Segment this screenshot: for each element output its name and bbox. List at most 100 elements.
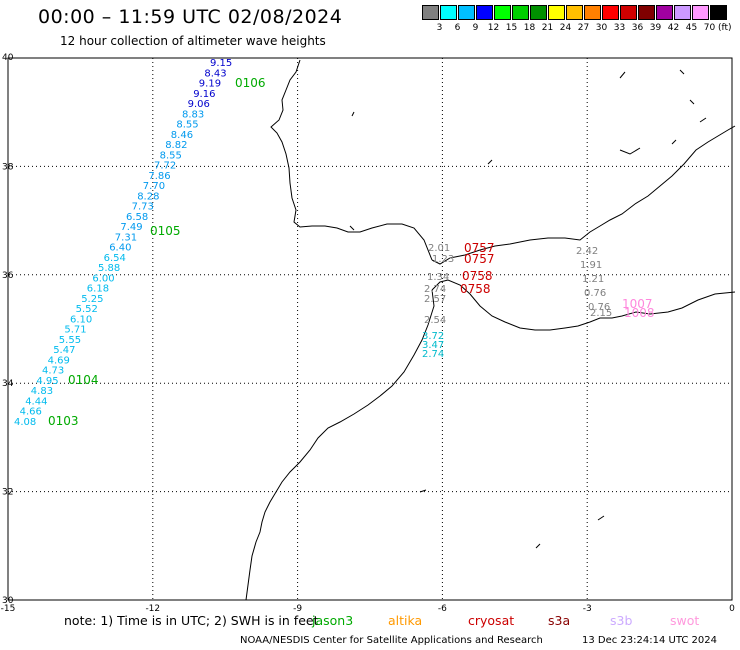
legend-label: 42 — [667, 23, 680, 33]
lat-tick-label: 32 — [2, 488, 13, 498]
swot-swh-value: 2.42 — [576, 246, 598, 257]
jason3-swh-value: 6.54 — [104, 253, 126, 264]
swot-swh-value: 2.15 — [590, 308, 612, 319]
map-frame — [7, 57, 733, 601]
jason3-swh-value: 4.83 — [31, 386, 53, 397]
legend-swatch — [512, 5, 529, 20]
jason3-swh-value: 6.10 — [70, 314, 92, 325]
jason3-time-label: 0104 — [68, 373, 99, 387]
legend-swatch — [692, 5, 709, 20]
legend-label: 12 — [487, 23, 500, 33]
jason3-swh-value: 4.44 — [25, 396, 47, 407]
jason3-swh-value: 9.16 — [193, 89, 215, 100]
cryosat-swh-value: 2.74 — [422, 349, 444, 360]
jason3-swh-value: 9.15 — [210, 58, 232, 69]
lat-tick-label: 40 — [2, 53, 14, 63]
legend-label: 30 — [595, 23, 608, 33]
cryosat-swh-value: 3.47 — [422, 340, 444, 351]
swot-swh-value: 1.21 — [582, 274, 604, 285]
cryosat-swh-value: 1.23 — [432, 254, 454, 265]
page-title: 00:00 – 11:59 UTC 02/08/2024 — [38, 6, 343, 28]
jason3-swh-value: 7.49 — [120, 222, 142, 233]
jason3-swh-value: 8.82 — [165, 140, 187, 151]
generated-timestamp: 13 Dec 23:24:14 UTC 2024 — [582, 635, 717, 646]
legend-swatch — [584, 5, 601, 20]
jason3-swh-value: 6.00 — [92, 273, 114, 284]
swot-swh-value: 0.76 — [584, 288, 606, 299]
cryosat-track: 2.011.231.342.742.572.543.723.472.740757… — [422, 241, 495, 360]
legend-swatch — [602, 5, 619, 20]
page-subtitle: 12 hour collection of altimeter wave hei… — [60, 34, 326, 48]
lon-tick-label: -9 — [293, 604, 302, 614]
legend-label: 6 — [454, 23, 461, 33]
cryosat-swh-value: 2.74 — [424, 284, 446, 295]
cryosat-time-label: 0758 — [460, 282, 491, 296]
lat-tick-label: 30 — [2, 596, 14, 606]
legend-swatch — [458, 5, 475, 20]
jason3-swh-value: 5.88 — [98, 263, 120, 274]
legend-label: 39 — [649, 23, 662, 33]
legend-swatch — [440, 5, 457, 20]
cryosat-time-label: 0757 — [464, 241, 495, 255]
jason3-swh-value: 5.71 — [64, 325, 86, 336]
jason3-track: 9.158.439.199.169.068.838.558.468.828.55… — [14, 58, 266, 428]
color-scale-legend: 3 6 9 12 15 18 21 24 27 30 33 36 39 42 45 70 (ft) — [422, 5, 732, 37]
cryosat-swh-value: 2.01 — [428, 243, 450, 254]
coastline — [245, 59, 736, 601]
lat-tick-label: 38 — [2, 162, 14, 172]
satellite-legend-cryosat: cryosat — [468, 613, 515, 628]
jason3-swh-value: 4.69 — [48, 355, 70, 366]
legend-swatch — [494, 5, 511, 20]
legend-swatch — [710, 5, 727, 20]
jason3-swh-value: 9.06 — [188, 99, 210, 110]
map-grid: 40 38 36 34 32 30-15 -12 -9 -6 -3 0 — [1, 53, 735, 614]
swot-time-label: 1007 — [622, 297, 653, 311]
jason3-swh-value: 4.66 — [20, 407, 42, 418]
lon-tick-label: -12 — [145, 604, 160, 614]
jason3-swh-value: 4.73 — [42, 366, 64, 377]
jason3-swh-value: 7.31 — [115, 232, 137, 243]
cryosat-swh-value: 2.57 — [424, 294, 446, 305]
cryosat-swh-value: 1.34 — [427, 272, 449, 283]
legend-unit: (ft) — [718, 23, 732, 33]
swot-time-label: 1008 — [624, 306, 655, 320]
jason3-swh-value: 9.19 — [199, 79, 221, 90]
legend-swatch — [476, 5, 493, 20]
legend-swatch — [674, 5, 691, 20]
jason3-swh-value: 8.55 — [176, 120, 198, 131]
lat-tick-label: 34 — [2, 379, 14, 389]
cryosat-swh-value: 3.72 — [422, 331, 444, 342]
footer-note: note: 1) Time is in UTC; 2) SWH is in fe… — [64, 613, 319, 628]
jason3-swh-value: 7.72 — [154, 161, 176, 172]
jason3-swh-value: 7.86 — [148, 171, 170, 182]
legend-swatch — [638, 5, 655, 20]
lat-tick-label: 36 — [2, 271, 14, 281]
jason3-swh-value: 8.28 — [137, 191, 159, 202]
jason3-swh-value: 8.46 — [171, 130, 193, 141]
credit-line: NOAA/NESDIS Center for Satellite Applica… — [240, 635, 543, 646]
swot-swh-value: 0.76 — [588, 302, 610, 313]
legend-swatch — [656, 5, 673, 20]
jason3-swh-value: 7.70 — [143, 181, 165, 192]
jason3-swh-value: 6.58 — [126, 212, 148, 223]
jason3-time-label: 0105 — [150, 224, 181, 238]
legend-label: 21 — [541, 23, 554, 33]
legend-label: 18 — [523, 23, 536, 33]
cryosat-time-label: 0757 — [464, 252, 495, 266]
legend-label: 36 — [631, 23, 644, 33]
jason3-swh-value: 5.25 — [81, 294, 103, 305]
satellite-legend-altika: altika — [388, 613, 423, 628]
jason3-time-label: 0106 — [235, 76, 266, 90]
jason3-swh-value: 8.83 — [182, 109, 204, 120]
jason3-swh-value: 8.43 — [204, 68, 226, 79]
legend-label: 45 — [685, 23, 698, 33]
legend-label: 24 — [559, 23, 572, 33]
jason3-swh-value: 4.08 — [14, 417, 36, 428]
legend-label: 9 — [472, 23, 479, 33]
jason3-swh-value: 4.95 — [36, 376, 58, 387]
satellite-legend-s3a: s3a — [548, 613, 571, 628]
cryosat-swh-value: 2.54 — [424, 315, 446, 326]
legend-label: 15 — [505, 23, 518, 33]
